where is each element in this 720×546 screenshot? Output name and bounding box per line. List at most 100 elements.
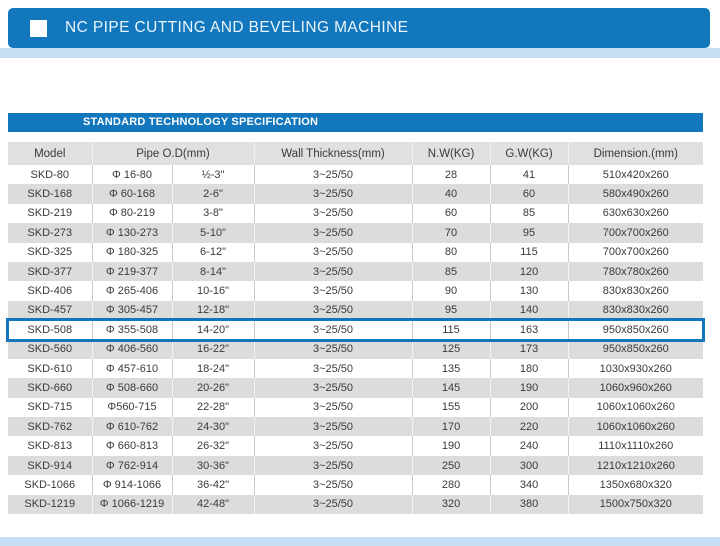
- table-cell: 10-16": [171, 281, 255, 301]
- section-title: STANDARD TECHNOLOGY SPECIFICATION: [83, 116, 319, 128]
- table-cell: 3~25/50: [253, 475, 413, 495]
- table-row: SKD-762 Φ 610-762 24-30" 3~25/50 170 220 1060x…: [8, 417, 704, 437]
- table-cell: 190: [489, 378, 569, 398]
- table-cell: 80: [411, 242, 491, 262]
- table-row: SKD-219 Φ 80-219 3-8" 3~25/50 60 85 630x630x26…: [8, 203, 704, 224]
- table-cell: 340: [489, 475, 569, 495]
- table-row: SKD-914 Φ 762-914 30-36" 3~25/50 250 300 1210x…: [8, 455, 704, 476]
- table-cell: 700x700x260: [567, 242, 704, 262]
- table-cell: Φ560-715: [91, 397, 172, 418]
- table-cell: 1110x1110x260: [567, 436, 704, 456]
- page-title-bar: NC PIPE CUTTING AND BEVELING MACHINE: [8, 8, 710, 48]
- table-cell: 115: [489, 242, 569, 262]
- table-cell: 6-12": [171, 242, 255, 262]
- table-cell: Φ 80-219: [91, 203, 172, 224]
- table-cell: SKD-610: [27, 362, 73, 375]
- table-row: SKD-325 Φ 180-325 6-12" 3~25/50 80 115 700x700…: [8, 242, 704, 262]
- table-cell: Φ 265-406: [91, 281, 172, 301]
- table-cell: 163: [489, 320, 569, 340]
- table-cell: SKD-219: [27, 207, 73, 220]
- table-cell: 1060x960x260: [567, 378, 704, 398]
- table-cell: Φ 305-457: [91, 300, 172, 321]
- table-cell: 85: [411, 261, 491, 282]
- table-row: SKD-1219 Φ 1066-1219 42-48" 3~25/50 320 380 15…: [8, 494, 704, 515]
- table-cell: Φ 130-273: [91, 223, 172, 243]
- table-cell: 510x420x260: [567, 165, 704, 185]
- table-cell: 90: [411, 281, 491, 301]
- table-cell: 3~25/50: [253, 378, 413, 398]
- table-cell: 135: [411, 358, 491, 379]
- table-cell: 220: [489, 417, 569, 437]
- bullet-square-icon: [30, 19, 47, 37]
- table-cell: 36-42": [171, 475, 255, 495]
- table-cell: 2-6": [171, 184, 255, 204]
- table-cell: 26-32": [171, 436, 255, 456]
- table-cell: 3~25/50: [253, 320, 413, 340]
- table-cell: SKD-560: [27, 343, 73, 356]
- table-cell: 250: [411, 455, 491, 476]
- table-cell: 3~25/50: [253, 184, 413, 204]
- table-cell: 14-20": [171, 320, 255, 340]
- table-cell: 300: [489, 455, 569, 476]
- table-cell: 42-48": [171, 494, 255, 515]
- table-cell: 950x850x260: [567, 339, 704, 359]
- table-row: SKD-377 Φ 219-377 8-14" 3~25/50 85 120 780x780…: [8, 261, 704, 282]
- table-cell: 830x830x260: [567, 300, 704, 321]
- table-cell: 70: [411, 223, 491, 243]
- table-cell: 8-14": [171, 261, 255, 282]
- table-cell: Φ 508-660: [91, 378, 172, 398]
- table-row: SKD-610 Φ 457-610 18-24" 3~25/50 135 180 1030x…: [8, 358, 704, 379]
- table-row: SKD-168 Φ 60-168 2-6" 3~25/50 40 60 580x490x26…: [8, 184, 704, 204]
- table-cell: 180: [489, 358, 569, 379]
- table-cell: Φ 180-325: [91, 242, 172, 262]
- table-row: SKD-813 Φ 660-813 26-32" 3~25/50 190 240 1110x…: [8, 436, 704, 456]
- table-cell: 1210x1210x260: [567, 455, 704, 476]
- table-cell: Φ 660-813: [91, 436, 172, 456]
- table-cell: Φ 219-377: [91, 261, 172, 282]
- table-cell: SKD-273: [27, 226, 73, 239]
- table-cell: Φ 406-560: [91, 339, 172, 359]
- table-cell: 115: [411, 320, 491, 340]
- section-title-bar: STANDARD TECHNOLOGY SPECIFICATION: [8, 113, 703, 132]
- table-cell: 155: [411, 397, 491, 418]
- table-cell: 5-10": [171, 223, 255, 243]
- table-cell: 3~25/50: [253, 242, 413, 262]
- table-cell: Φ 1066-1219: [91, 494, 172, 515]
- table-row: SKD-560 Φ 406-560 16-22" 3~25/50 125 173 950x8…: [8, 339, 704, 359]
- table-cell: 24-30": [171, 417, 255, 437]
- table-cell: 120: [489, 261, 569, 282]
- table-cell: 3~25/50: [253, 397, 413, 418]
- bottom-strip: [0, 537, 720, 546]
- table-cell: 950x850x260: [567, 320, 704, 340]
- table-cell: 40: [411, 184, 491, 204]
- table-cell: 1030x930x260: [567, 358, 704, 379]
- table-cell: SKD-377: [27, 265, 73, 278]
- table-cell: 830x830x260: [567, 281, 704, 301]
- spec-table: Model Pipe O.D(mm) Wall Thickness(mm) N.…: [5, 142, 706, 515]
- table-header-row: Model Pipe O.D(mm) Wall Thickness(mm) N.…: [8, 142, 704, 165]
- table-cell: SKD-1066: [24, 478, 76, 491]
- table-row: SKD-457 Φ 305-457 12-18" 3~25/50 95 140 830x83…: [8, 300, 704, 321]
- table-row: SKD-406 Φ 265-406 10-16" 3~25/50 90 130 830x83…: [8, 281, 704, 301]
- table-cell: 3~25/50: [253, 223, 413, 243]
- table-cell: ½-3": [171, 165, 255, 185]
- table-cell: Φ 457-610: [91, 358, 172, 379]
- column-header-dimension: Dimension.(mm): [567, 142, 704, 165]
- table-cell: 170: [411, 417, 491, 437]
- table-cell: 125: [411, 339, 491, 359]
- table-cell: 1060x1060x260: [567, 397, 704, 418]
- table-cell: SKD-660: [27, 381, 73, 394]
- table-cell: 20-26": [171, 378, 255, 398]
- column-header-wall-thickness: Wall Thickness(mm): [253, 142, 413, 165]
- table-cell: 3~25/50: [253, 436, 413, 456]
- table-cell: 1060x1060x260: [567, 417, 704, 437]
- table-row: SKD-1066 Φ 914-1066 36-42" 3~25/50 280 340 135…: [8, 475, 704, 495]
- table-cell: Φ 355-508: [91, 320, 172, 340]
- table-cell: 60: [489, 184, 569, 204]
- table-cell: 630x630x260: [567, 203, 704, 224]
- table-cell: 18-24": [171, 358, 255, 379]
- table-cell: SKD-457: [27, 304, 73, 317]
- table-cell: 3~25/50: [253, 417, 413, 437]
- table-row: SKD-273 Φ 130-273 5-10" 3~25/50 70 95 700x700x…: [8, 223, 704, 243]
- table-cell: 41: [489, 165, 569, 185]
